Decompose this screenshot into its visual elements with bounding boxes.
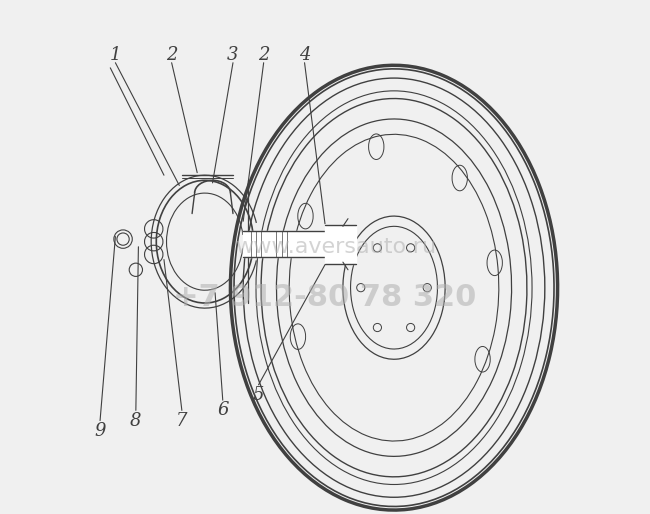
Text: 9: 9 bbox=[94, 422, 106, 440]
Text: 1: 1 bbox=[110, 46, 121, 64]
Text: 7: 7 bbox=[176, 412, 188, 430]
Text: 6: 6 bbox=[217, 401, 229, 419]
Text: 2: 2 bbox=[258, 46, 269, 64]
Text: www.aversauto.ru: www.aversauto.ru bbox=[235, 237, 436, 257]
Text: 2: 2 bbox=[166, 46, 177, 64]
Text: +7 912-80 78 320: +7 912-80 78 320 bbox=[174, 283, 476, 313]
Text: 8: 8 bbox=[130, 412, 142, 430]
Text: 5: 5 bbox=[253, 386, 265, 404]
Text: 4: 4 bbox=[299, 46, 310, 64]
Text: 3: 3 bbox=[227, 46, 239, 64]
